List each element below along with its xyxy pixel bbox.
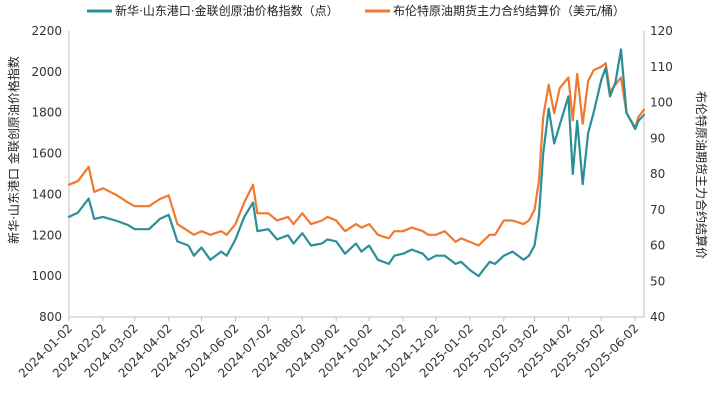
y-left-tick-label: 800	[39, 310, 62, 324]
legend: 新华·山东港口·金联创原油价格指数（点） 布伦特原油期货主力合约结算价（美元/桶…	[87, 3, 625, 18]
y-right-tick-label: 70	[650, 203, 665, 217]
y-axis-right-title: 布伦特原油期货主力合约结算价	[694, 91, 709, 259]
legend-label-series-2: 布伦特原油期货主力合约结算价（美元/桶）	[393, 3, 625, 18]
y-right-tick-label: 60	[650, 239, 665, 253]
y-axis-left-title: 新华·山东港口 金联创原油价格指数	[6, 56, 21, 244]
y-right-tick-label: 80	[650, 167, 665, 181]
y-left-tick-label: 2000	[31, 65, 62, 79]
y-right-tick-label: 50	[650, 274, 665, 288]
y-right-ticks: 40 50 60 70 80 90 100 110 120	[650, 24, 673, 324]
series-line-1	[67, 48, 646, 278]
y-right-tick-label: 40	[650, 310, 665, 324]
y-right-tick-label: 100	[650, 96, 673, 110]
y-left-tick-label: 1000	[31, 269, 62, 283]
x-ticks: 2024-01-022024-02-022024-03-022024-04-02…	[16, 317, 641, 380]
series-layer	[67, 48, 646, 278]
y-left-tick-label: 1400	[31, 187, 62, 201]
y-left-tick-label: 2200	[31, 24, 62, 38]
legend-label-series-1: 新华·山东港口·金联创原油价格指数（点）	[115, 3, 339, 18]
y-right-tick-label: 110	[650, 60, 673, 74]
y-left-tick-label: 1800	[31, 106, 62, 120]
y-right-tick-label: 120	[650, 24, 673, 38]
y-left-ticks: 800 1000 1200 1400 1600 1800 2000 2200	[31, 24, 62, 324]
y-left-tick-label: 1600	[31, 147, 62, 161]
y-left-tick-label: 1200	[31, 228, 62, 242]
series-line-2	[67, 62, 646, 247]
y-right-tick-label: 90	[650, 131, 665, 145]
